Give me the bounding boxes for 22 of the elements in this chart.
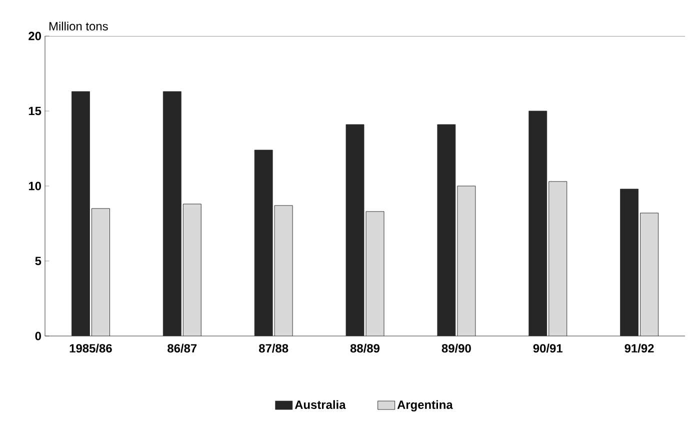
y-tick-label: 0 — [35, 332, 41, 340]
x-tick-label: 89/90 — [442, 344, 471, 353]
y-tick-label: 10 — [28, 182, 41, 190]
x-tick-label: 86/87 — [168, 344, 197, 353]
x-tick-label: 90/91 — [533, 344, 562, 353]
y-tick-label: 15 — [28, 106, 42, 116]
legend-label: Australia — [294, 400, 346, 409]
x-tick-label: 87/88 — [258, 344, 288, 353]
bar — [274, 206, 293, 336]
bar — [640, 212, 658, 336]
bar — [92, 208, 110, 336]
bar — [366, 212, 384, 336]
y-tick-label: 20 — [28, 32, 41, 40]
x-tick-label: 91/92 — [624, 344, 654, 353]
y-axis-title: Million tons — [50, 22, 108, 30]
x-tick-label: 1985/86 — [70, 344, 112, 353]
x-tick-label: 88/89 — [350, 344, 380, 353]
bar — [457, 186, 476, 336]
legend-label: Argentina — [397, 400, 453, 412]
bar — [183, 204, 202, 336]
bar — [548, 182, 567, 336]
y-tick-label: 5 — [35, 256, 42, 266]
